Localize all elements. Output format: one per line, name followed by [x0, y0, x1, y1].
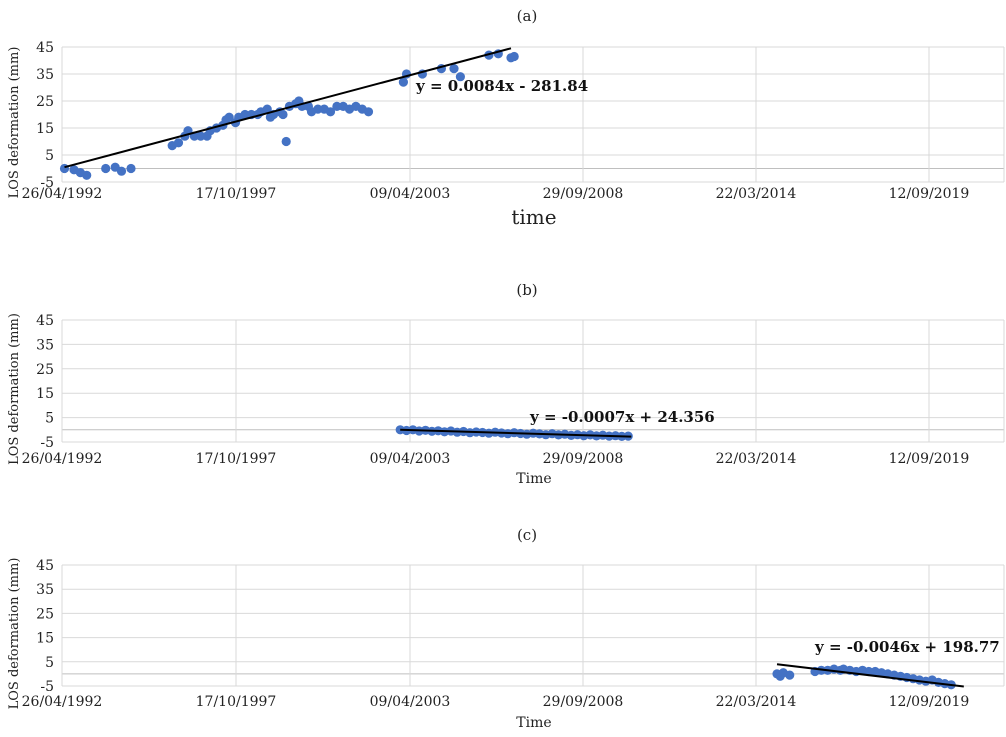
- data-point: [785, 670, 795, 680]
- data-point: [173, 138, 184, 148]
- y-tick-label: 35: [36, 582, 54, 598]
- trendline: [776, 663, 964, 688]
- y-tick-label: 25: [36, 606, 54, 622]
- y-tick-label: 35: [36, 337, 54, 353]
- data-point: [262, 104, 272, 114]
- y-tick-label: 5: [45, 411, 54, 427]
- y-axis-label: LOS deformation (mm): [7, 558, 22, 710]
- trendline-equation: y = -0.0007x + 24.356: [529, 408, 715, 426]
- y-tick-label: 25: [36, 94, 54, 110]
- data-point: [59, 163, 70, 174]
- data-point: [332, 101, 342, 111]
- y-tick-label: 15: [36, 121, 54, 137]
- y-tick-label: -5: [40, 435, 54, 451]
- x-axis-label: Time: [516, 471, 551, 487]
- chart-panel-3: (c) 45 35 25 15 5 -526/04/1992 17/10/1997 09/04/…: [7, 526, 1005, 731]
- trendline-equation: y = 0.0084x - 281.84: [415, 77, 588, 95]
- data-point: [224, 112, 234, 122]
- x-tick-label: 26/04/1992: [22, 186, 103, 202]
- y-tick-label: 45: [36, 313, 54, 329]
- x-tick-label: 29/09/2008: [543, 186, 624, 202]
- x-tick-label: 17/10/1997: [196, 694, 277, 710]
- y-axis-label: LOS deformation (mm): [7, 47, 22, 199]
- x-tick-label: 22/03/2014: [716, 186, 797, 202]
- data-point: [116, 166, 127, 176]
- x-tick-label: 29/09/2008: [543, 451, 624, 467]
- data-point: [398, 77, 408, 87]
- x-tick-label: 22/03/2014: [716, 694, 797, 710]
- x-tick-label: 26/04/1992: [22, 694, 103, 710]
- trendline: [64, 47, 512, 169]
- data-point: [455, 72, 465, 82]
- data-point: [363, 107, 374, 117]
- trendline: [400, 428, 632, 438]
- y-axis-label: LOS deformation (mm): [7, 313, 22, 465]
- y-tick-label: 25: [36, 362, 54, 378]
- x-tick-label: 09/04/2003: [370, 451, 451, 467]
- y-tick-label: 45: [36, 558, 54, 574]
- y-tick-label: 45: [36, 40, 54, 56]
- x-tick-label: 12/09/2019: [889, 451, 970, 467]
- x-tick-label: 12/09/2019: [889, 694, 970, 710]
- chart-panel-1: (a) 45 35 25 15 5 -526/04/1992 17/10/1997 09/04/…: [7, 7, 1005, 229]
- x-tick-label: 12/09/2019: [889, 186, 970, 202]
- data-point: [278, 109, 288, 120]
- data-point: [281, 136, 291, 147]
- data-point: [313, 104, 323, 114]
- x-tick-label: 17/10/1997: [196, 451, 277, 467]
- data-point: [449, 64, 459, 74]
- x-axis-label: time: [511, 205, 556, 229]
- x-axis-label: Time: [516, 715, 551, 731]
- data-point: [509, 51, 519, 62]
- data-point: [101, 163, 111, 174]
- x-tick-label: 17/10/1997: [196, 186, 277, 202]
- data-point: [325, 107, 336, 117]
- x-tick-label: 26/04/1992: [22, 451, 103, 467]
- data-point: [126, 163, 136, 174]
- data-point: [82, 170, 92, 180]
- chart-title: (b): [516, 281, 537, 299]
- y-tick-label: 15: [36, 386, 54, 402]
- x-tick-label: 29/09/2008: [543, 694, 624, 710]
- y-tick-label: 35: [36, 67, 54, 83]
- chart-title: (a): [517, 7, 538, 25]
- data-point: [240, 109, 250, 120]
- x-tick-label: 22/03/2014: [716, 451, 797, 467]
- trendline-equation: y = -0.0046x + 198.77: [814, 638, 1000, 656]
- data-point: [196, 131, 206, 141]
- y-tick-label: 5: [45, 148, 54, 164]
- y-tick-label: 15: [36, 631, 54, 647]
- x-tick-label: 09/04/2003: [370, 694, 451, 710]
- x-tick-label: 09/04/2003: [370, 186, 451, 202]
- data-point: [864, 666, 874, 677]
- chart-panel-2: (b) 45 35 25 15 5 -526/04/1992 17/10/1997 09/04/…: [7, 281, 1005, 487]
- y-tick-label: -5: [40, 679, 54, 695]
- y-tick-label: 5: [45, 655, 54, 671]
- y-tick-label: -5: [40, 175, 54, 191]
- chart-title: (c): [517, 526, 537, 544]
